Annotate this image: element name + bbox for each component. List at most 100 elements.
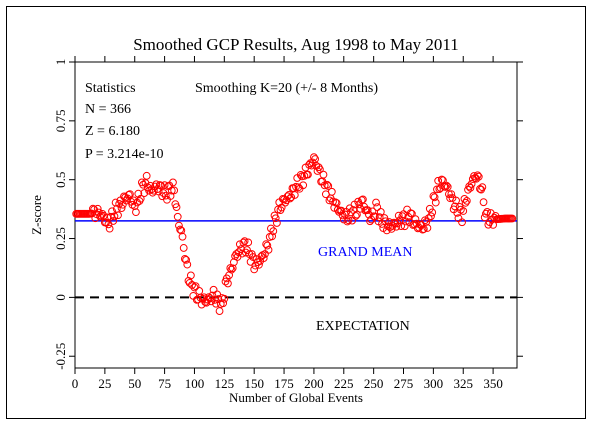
data-point bbox=[381, 217, 390, 226]
data-point bbox=[105, 224, 114, 233]
data-point bbox=[304, 170, 312, 179]
x-tick-label: 75 bbox=[158, 376, 171, 391]
data-point bbox=[126, 190, 134, 199]
data-point bbox=[353, 210, 361, 219]
reference-lines bbox=[75, 220, 517, 299]
data-point bbox=[169, 178, 177, 187]
data-point bbox=[467, 179, 476, 188]
data-point bbox=[470, 172, 478, 180]
data-point bbox=[93, 204, 102, 213]
data-point bbox=[442, 181, 451, 190]
data-point bbox=[315, 165, 324, 174]
expectation-label: EXPECTATION bbox=[316, 319, 410, 334]
x-tick-label: 25 bbox=[98, 376, 111, 391]
data-point bbox=[228, 264, 237, 273]
data-point bbox=[183, 260, 192, 269]
data-point bbox=[351, 212, 360, 220]
data-point bbox=[117, 204, 126, 213]
data-point bbox=[474, 172, 483, 181]
data-point bbox=[430, 193, 439, 202]
data-point bbox=[357, 196, 366, 205]
x-tick-label: 0 bbox=[72, 376, 79, 391]
data-point bbox=[172, 203, 181, 211]
data-point bbox=[136, 194, 145, 203]
data-point bbox=[188, 281, 196, 289]
data-point bbox=[479, 198, 488, 207]
x-tick-label: 350 bbox=[483, 376, 503, 391]
data-point bbox=[473, 171, 482, 180]
data-point bbox=[433, 185, 441, 194]
data-point bbox=[195, 287, 204, 295]
data-point bbox=[397, 222, 406, 230]
data-point bbox=[109, 217, 118, 225]
data-point bbox=[394, 211, 403, 220]
data-point bbox=[459, 207, 468, 215]
data-point bbox=[363, 206, 372, 214]
data-point bbox=[227, 265, 236, 274]
data-point bbox=[89, 204, 97, 213]
data-point bbox=[140, 189, 149, 197]
data-point bbox=[431, 198, 440, 207]
stats-n: N = 366 bbox=[85, 102, 131, 117]
data-point bbox=[483, 207, 492, 216]
data-point bbox=[240, 237, 249, 246]
x-tick-label: 275 bbox=[394, 376, 414, 391]
x-tick-label: 200 bbox=[304, 376, 324, 391]
x-tick-label: 225 bbox=[334, 376, 354, 391]
data-point bbox=[327, 187, 336, 196]
data-point bbox=[186, 271, 195, 280]
x-tick-label: 100 bbox=[185, 376, 205, 391]
data-point bbox=[489, 221, 498, 229]
data-points bbox=[72, 153, 517, 315]
data-point bbox=[411, 215, 420, 224]
data-point bbox=[412, 219, 421, 228]
x-axis-title: Number of Global Events bbox=[229, 390, 363, 405]
data-point bbox=[402, 217, 410, 226]
data-point bbox=[344, 216, 353, 225]
y-tick-label: 0.75 bbox=[53, 109, 68, 132]
data-point bbox=[267, 224, 275, 233]
data-point bbox=[345, 204, 354, 213]
data-point bbox=[167, 186, 176, 195]
data-point bbox=[208, 291, 217, 300]
stats-heading: Statistics bbox=[85, 81, 136, 96]
data-point bbox=[263, 241, 272, 250]
data-point bbox=[152, 180, 161, 189]
data-point bbox=[110, 212, 119, 221]
x-axis: 0 25 50 75 100 125 150 175 200 225 250 275 300 325 350 bbox=[72, 56, 503, 391]
data-point bbox=[465, 182, 474, 191]
y-axis: -0.25 0 0.25 0.5 0.75 1 bbox=[53, 59, 523, 370]
data-point bbox=[290, 191, 299, 199]
data-point bbox=[380, 214, 389, 222]
x-tick-label: 250 bbox=[364, 376, 384, 391]
data-point bbox=[434, 176, 443, 185]
data-point bbox=[178, 232, 187, 241]
data-point bbox=[166, 192, 175, 200]
data-point bbox=[310, 153, 318, 162]
data-point bbox=[161, 191, 170, 200]
data-point bbox=[170, 186, 179, 195]
data-point bbox=[407, 209, 416, 218]
data-point bbox=[106, 212, 115, 221]
data-point bbox=[343, 217, 352, 226]
data-point bbox=[471, 173, 480, 182]
data-point bbox=[182, 256, 190, 264]
data-point bbox=[472, 174, 481, 183]
plot-frame bbox=[6, 6, 586, 419]
data-point bbox=[226, 264, 235, 272]
data-point bbox=[452, 196, 460, 205]
y-tick-label: -0.25 bbox=[53, 343, 68, 370]
data-point bbox=[220, 294, 229, 303]
y-tick-label: 0.5 bbox=[53, 172, 68, 188]
chart-title: Smoothed GCP Results, Aug 1998 to May 20… bbox=[133, 35, 459, 54]
data-point bbox=[428, 208, 437, 217]
data-point bbox=[427, 212, 435, 221]
data-point bbox=[175, 221, 183, 230]
data-point bbox=[229, 258, 238, 267]
data-point bbox=[424, 214, 433, 223]
data-point bbox=[239, 238, 248, 247]
data-point bbox=[373, 203, 382, 212]
data-point bbox=[219, 299, 228, 308]
data-point bbox=[443, 182, 452, 191]
